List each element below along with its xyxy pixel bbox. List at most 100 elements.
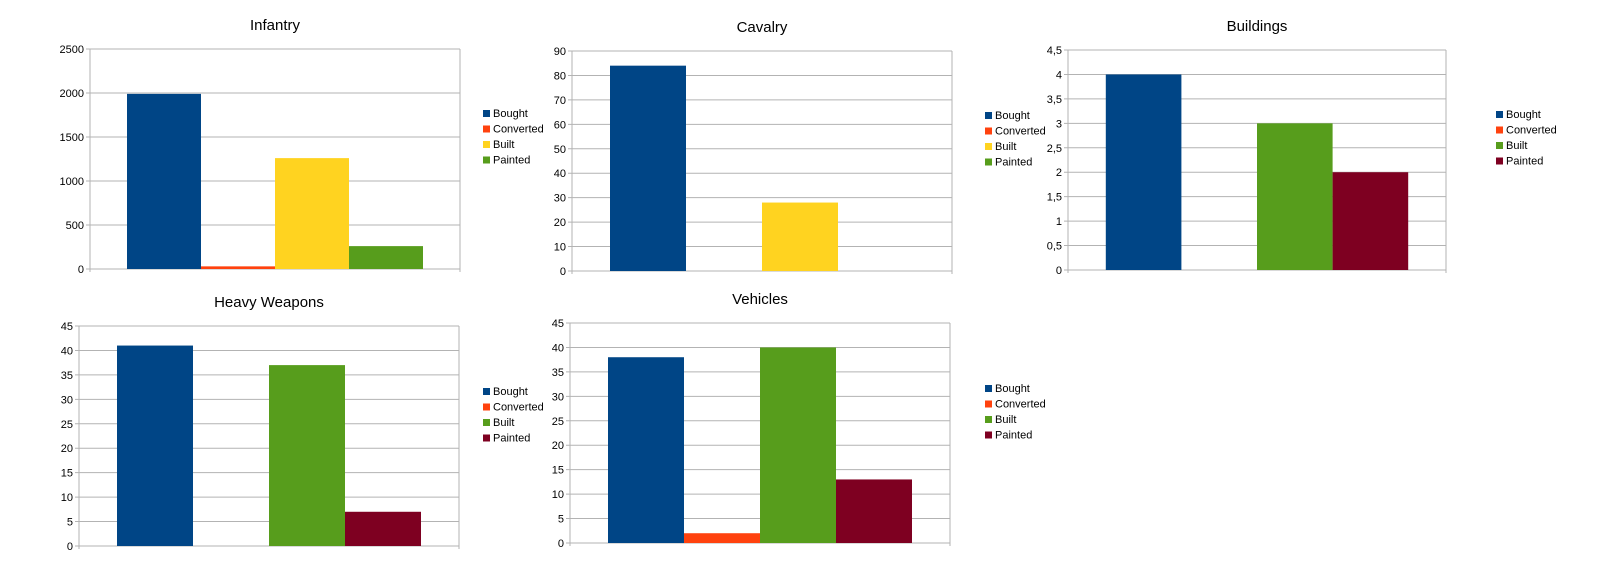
y-tick-label: 1	[1056, 216, 1062, 228]
bar-converted	[684, 533, 760, 543]
legend-label-painted: Painted	[493, 433, 530, 445]
y-tick-label: 0	[67, 541, 73, 553]
y-tick-label: 1500	[60, 132, 84, 144]
bar-bought	[610, 65, 686, 272]
bar-converted	[201, 266, 275, 269]
y-tick-label: 30	[552, 391, 564, 403]
y-tick-label: 50	[554, 144, 566, 156]
legend-swatch-converted	[985, 400, 992, 408]
legend-swatch-bought	[483, 388, 490, 395]
bar-built	[269, 365, 345, 546]
legend-swatch-bought	[985, 385, 992, 392]
legend-swatch-converted	[483, 403, 490, 411]
y-tick-label: 45	[552, 318, 564, 330]
chart-title: Vehicles	[732, 291, 788, 308]
legend-label-bought: Bought	[1506, 109, 1541, 121]
legend-label-converted: Converted	[1506, 125, 1557, 137]
y-tick-label: 30	[554, 193, 566, 205]
y-tick-label: 0	[558, 538, 564, 550]
y-tick-label: 500	[66, 220, 84, 232]
y-tick-label: 0	[78, 264, 84, 276]
bar-bought	[1105, 74, 1182, 270]
y-tick-label: 0,5	[1047, 241, 1062, 253]
legend-swatch-converted	[483, 125, 490, 133]
y-tick-label: 0	[560, 266, 566, 278]
legend-label-converted: Converted	[493, 402, 544, 414]
bar-built	[1257, 123, 1333, 270]
legend-label-bought: Bought	[995, 110, 1030, 122]
legend-swatch-painted	[483, 156, 490, 164]
chart-title: Cavalry	[737, 19, 788, 36]
chart-title: Heavy Weapons	[214, 294, 324, 311]
y-tick-label: 10	[61, 492, 73, 504]
chart-buildings: Buildings 0 0,5 1 1,5 2 2,5 3 3,5 4 4,5 Bought Conve…	[1047, 18, 1557, 277]
y-tick-label: 5	[67, 517, 73, 529]
y-tick-label: 40	[552, 342, 564, 354]
legend-swatch-built	[483, 141, 490, 148]
bar-painted	[345, 511, 421, 546]
legend-label-bought: Bought	[493, 108, 528, 120]
y-tick-label: 3	[1056, 118, 1062, 130]
y-tick-label: 35	[552, 367, 564, 379]
y-tick-label: 70	[554, 95, 566, 107]
y-tick-label: 40	[554, 168, 566, 180]
legend-swatch-converted	[985, 127, 992, 135]
legend-label-painted: Painted	[1506, 156, 1543, 168]
y-tick-label: 0	[1056, 265, 1062, 277]
legend-label-built: Built	[995, 141, 1016, 153]
legend-swatch-bought	[1496, 111, 1503, 118]
y-tick-label: 10	[552, 489, 564, 501]
chart-cavalry: Cavalry 0 10 20 30 40 50 60 70 80 90 Bought Converte…	[554, 19, 1046, 278]
legend-swatch-built	[483, 419, 490, 426]
bar-painted	[349, 246, 423, 269]
y-tick-label: 25	[61, 419, 73, 431]
chart-infantry: Infantry 0 500 1000 1500 2000 2500 Bought Conver…	[60, 17, 544, 276]
bar-bought	[117, 345, 193, 546]
y-tick-label: 40	[61, 345, 73, 357]
legend-swatch-painted	[483, 434, 490, 442]
legend-swatch-built	[1496, 142, 1503, 149]
legend-label-built: Built	[493, 139, 514, 151]
legend-swatch-built	[985, 143, 992, 150]
bar-painted	[836, 479, 912, 543]
legend-swatch-painted	[985, 158, 992, 166]
chart-title: Infantry	[250, 17, 301, 34]
y-tick-label: 10	[554, 242, 566, 254]
y-tick-label: 20	[552, 440, 564, 452]
y-tick-label: 1,5	[1047, 192, 1062, 204]
legend-label-converted: Converted	[493, 124, 544, 136]
legend-label-bought: Bought	[493, 386, 528, 398]
bar-bought	[608, 357, 684, 543]
y-tick-label: 3,5	[1047, 94, 1062, 106]
y-tick-label: 15	[552, 465, 564, 477]
legend-label-built: Built	[493, 417, 514, 429]
y-tick-label: 2,5	[1047, 143, 1062, 155]
y-tick-label: 20	[61, 443, 73, 455]
legend-swatch-bought	[985, 112, 992, 119]
legend-label-painted: Painted	[995, 430, 1032, 442]
y-tick-label: 30	[61, 394, 73, 406]
y-tick-label: 45	[61, 321, 73, 333]
y-tick-label: 35	[61, 370, 73, 382]
bar-built	[762, 202, 838, 271]
bar-painted	[1332, 172, 1409, 270]
y-tick-label: 5	[558, 514, 564, 526]
chart-heavy-weapons: Heavy Weapons 0 5 10 15 20 25 30 35 40 45 Bought Con…	[61, 294, 544, 553]
y-tick-label: 1000	[60, 176, 84, 188]
y-tick-label: 25	[552, 416, 564, 428]
y-tick-label: 60	[554, 119, 566, 131]
bar-built	[760, 347, 836, 543]
legend-label-converted: Converted	[995, 126, 1046, 138]
y-tick-label: 20	[554, 217, 566, 229]
chart-vehicles: Vehicles 0 5 10 15 20 25 30 35 40 45 Bought Converte…	[552, 291, 1046, 550]
y-tick-label: 80	[554, 70, 566, 82]
y-tick-label: 90	[554, 46, 566, 58]
y-tick-label: 4,5	[1047, 45, 1062, 57]
legend-label-painted: Painted	[493, 155, 530, 167]
bar-bought	[127, 93, 201, 269]
y-tick-label: 2	[1056, 167, 1062, 179]
legend-label-painted: Painted	[995, 157, 1032, 169]
chart-title: Buildings	[1227, 18, 1288, 35]
legend-swatch-painted	[985, 431, 992, 439]
